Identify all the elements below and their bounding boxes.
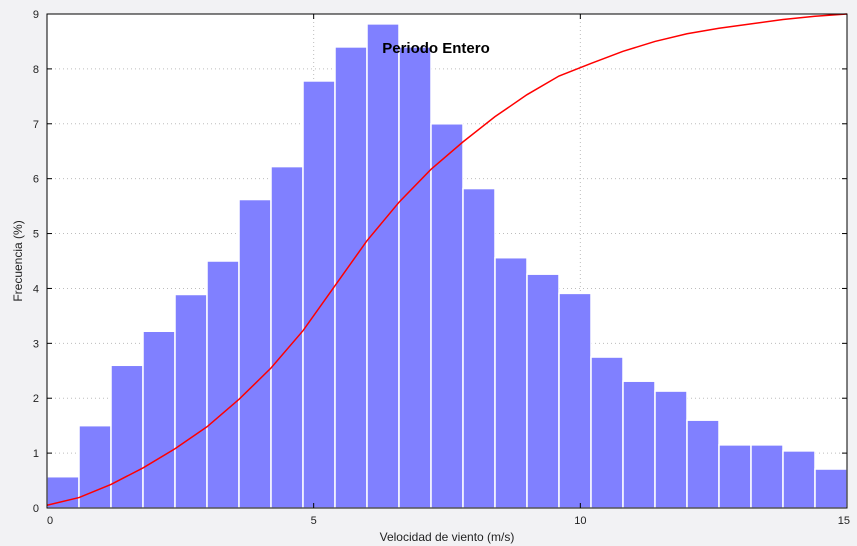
histogram-bar-4 xyxy=(174,293,208,509)
y-tick-label: 4 xyxy=(33,283,39,295)
y-tick-label: 8 xyxy=(33,64,39,76)
histogram-bar-0 xyxy=(46,475,80,509)
cumulative-line-group xyxy=(46,13,848,506)
histogram-bar-16 xyxy=(558,292,592,509)
histogram-bar-8 xyxy=(302,80,336,509)
histogram-bar-24 xyxy=(814,468,848,509)
chart-title: Periodo Entero xyxy=(382,40,490,57)
histogram-bar-14 xyxy=(494,256,528,509)
histogram-bar-3 xyxy=(142,330,176,509)
x-tick-label: 15 xyxy=(838,515,850,527)
histogram-bar-10 xyxy=(366,23,400,509)
histogram-bar-5 xyxy=(206,260,240,509)
histogram-bar-12 xyxy=(430,123,464,509)
histogram-bar-11 xyxy=(398,46,432,509)
histogram-bar-6 xyxy=(238,198,272,509)
histogram-bar-9 xyxy=(334,46,368,509)
x-tick-label: 0 xyxy=(47,515,53,527)
histogram-bar-19 xyxy=(654,390,688,509)
y-tick-label: 7 xyxy=(33,119,39,131)
axis-ticks: 0 1 2 3 4 5 6 7 8 9 0 5 10 15 xyxy=(33,9,850,527)
y-tick-label: 6 xyxy=(33,174,39,186)
histogram-bar-15 xyxy=(526,273,560,509)
cumulative-line xyxy=(46,13,848,506)
y-tick-label: 3 xyxy=(33,338,39,350)
plot-frame xyxy=(46,13,848,509)
histogram-bar-18 xyxy=(622,380,656,509)
histogram-bar-20 xyxy=(686,419,720,509)
y-tick-label: 9 xyxy=(33,9,39,21)
y-tick-label: 0 xyxy=(33,503,39,515)
y-tick-label: 2 xyxy=(33,393,39,405)
histogram-bar-13 xyxy=(462,187,496,509)
histogram-bar-17 xyxy=(590,356,624,509)
x-tick-label: 5 xyxy=(311,515,317,527)
histogram-bar-22 xyxy=(750,444,784,509)
histogram-bar-21 xyxy=(718,444,752,509)
x-axis-label: Velocidad de viento (m/s) xyxy=(380,530,515,544)
y-axis-label: Frecuencia (%) xyxy=(11,220,25,301)
y-tick-label: 5 xyxy=(33,229,39,241)
y-tick-label: 1 xyxy=(33,448,39,460)
x-tick-label: 10 xyxy=(574,515,586,527)
histogram-bar-23 xyxy=(782,450,816,509)
histogram-bar-2 xyxy=(110,364,144,509)
